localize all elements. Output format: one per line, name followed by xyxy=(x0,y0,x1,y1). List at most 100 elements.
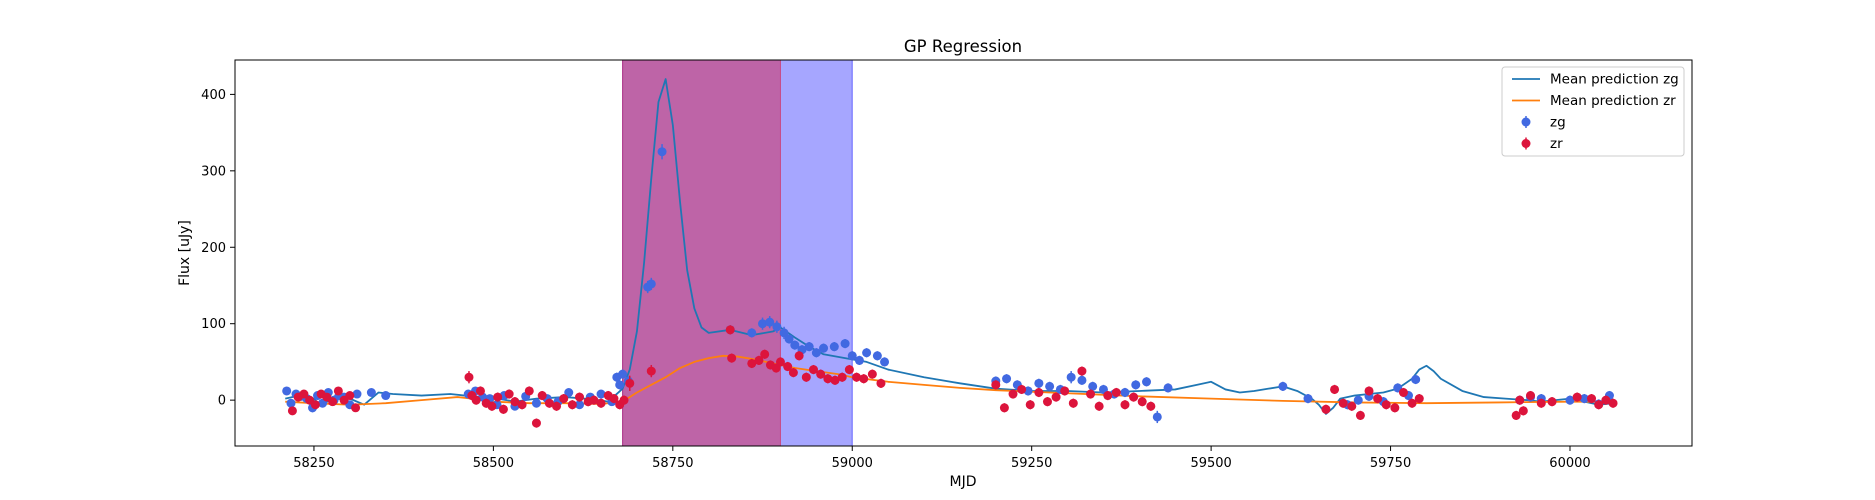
data-point-zr xyxy=(552,401,562,411)
legend-entry-zr: zr xyxy=(1521,136,1563,152)
data-point-zr xyxy=(1094,401,1104,411)
legend-entry-zg: zg xyxy=(1521,115,1566,131)
data-point-zg xyxy=(615,380,625,390)
shaded-regions xyxy=(622,60,853,446)
x-axis-label: MJD xyxy=(950,474,977,490)
data-point-zr xyxy=(1017,384,1027,395)
x-tick-label: 58750 xyxy=(652,456,693,471)
data-point-zr xyxy=(1103,390,1113,401)
data-point-zg xyxy=(646,277,656,291)
data-point-zr xyxy=(1390,403,1400,413)
data-point-zg xyxy=(564,387,574,397)
data-point-zr xyxy=(1608,398,1618,408)
data-point-zr xyxy=(823,374,833,384)
data-point-zr xyxy=(783,361,793,372)
data-point-zg xyxy=(847,351,857,361)
data-point-zr xyxy=(754,355,764,365)
legend-entry-Mean prediction zg: Mean prediction zg xyxy=(1512,72,1679,88)
y-axis-label: Flux [uJy] xyxy=(177,220,193,286)
data-point-zr xyxy=(1008,389,1018,399)
data-point-zr xyxy=(1077,366,1087,376)
data-point-zr xyxy=(1330,384,1340,395)
data-point-zg xyxy=(829,342,839,352)
x-tick-label: 58500 xyxy=(473,456,514,471)
x-tick-label: 59750 xyxy=(1370,456,1411,471)
data-point-zr xyxy=(498,404,508,414)
data-point-zg xyxy=(819,343,829,353)
data-point-zr xyxy=(1518,406,1528,416)
data-point-zg xyxy=(1565,395,1575,405)
data-point-zg xyxy=(352,389,362,399)
data-point-zr xyxy=(844,364,854,375)
data-point-zr xyxy=(517,400,527,410)
data-point-zr xyxy=(859,374,869,384)
data-point-zg xyxy=(1163,383,1173,393)
data-point-zg xyxy=(381,391,391,401)
x-axis: 58250 58500 58750 59000 59250 59500 59750 60000 xyxy=(293,446,1591,471)
data-point-zr xyxy=(725,325,735,335)
data-point-zr xyxy=(1347,401,1357,411)
data-point-zr xyxy=(1526,390,1536,401)
data-point-zr xyxy=(1111,387,1121,398)
data-point-zr xyxy=(1536,398,1546,408)
data-point-zr xyxy=(876,378,886,388)
data-point-zr xyxy=(816,369,826,379)
data-point-zg xyxy=(747,328,757,338)
y-tick-label: 400 xyxy=(201,88,226,103)
shaded-region-1 xyxy=(622,60,853,446)
data-point-zr xyxy=(1364,386,1374,396)
data-point-zr xyxy=(609,394,619,404)
data-point-zr xyxy=(1042,397,1052,407)
data-point-zg xyxy=(784,334,794,344)
data-point-zr xyxy=(333,386,343,396)
data-point-zr xyxy=(1338,398,1348,408)
x-tick-label: 59500 xyxy=(1190,456,1231,471)
data-point-zr xyxy=(1381,400,1391,410)
data-point-zr xyxy=(867,369,877,379)
plot-frame xyxy=(234,59,1693,447)
data-point-zg xyxy=(1045,381,1055,391)
data-point-zg xyxy=(1152,410,1162,424)
data-point-zr xyxy=(1547,397,1557,407)
data-point-zg xyxy=(862,348,872,358)
data-point-zr xyxy=(747,358,757,369)
data-point-zg xyxy=(1120,387,1130,398)
data-point-zr xyxy=(1137,397,1147,407)
data-point-zg xyxy=(765,316,775,329)
data-point-zr xyxy=(471,395,481,405)
data-point-zr xyxy=(351,403,361,413)
data-point-zr xyxy=(310,400,320,410)
data-point-zr xyxy=(1398,387,1408,398)
legend: Mean prediction zg Mean prediction zr zg zr xyxy=(1501,66,1685,157)
data-point-zr xyxy=(531,418,541,428)
shaded-region-2 xyxy=(622,60,781,446)
data-point-zr xyxy=(1407,398,1417,408)
data-point-zg xyxy=(366,387,376,397)
legend-box xyxy=(1501,66,1685,157)
data-point-zr xyxy=(808,364,818,375)
data-point-zr xyxy=(1120,400,1130,410)
data-point-zr xyxy=(589,395,599,405)
data-point-zg xyxy=(1066,371,1076,384)
data-point-zr xyxy=(524,386,534,396)
data-point-zr xyxy=(852,372,862,382)
data-point-zr xyxy=(475,386,485,396)
data-point-zr xyxy=(760,349,770,359)
data-point-zr xyxy=(1373,394,1383,404)
data-point-zr xyxy=(801,372,811,382)
data-point-zg xyxy=(790,340,800,350)
data-point-zg xyxy=(1002,374,1012,384)
data-point-zr xyxy=(1355,410,1365,421)
data-point-zr xyxy=(837,372,847,382)
data-point-zr xyxy=(567,400,577,410)
data-point-zg xyxy=(1278,381,1288,391)
data-point-zr xyxy=(1068,398,1078,408)
legend-label: Mean prediction zr xyxy=(1550,93,1676,109)
data-point-zg xyxy=(1034,378,1044,388)
data-point-zr xyxy=(504,389,514,399)
data-point-zg xyxy=(1131,380,1141,390)
x-tick-label: 59250 xyxy=(1011,456,1052,471)
data-point-zr xyxy=(1515,395,1525,405)
data-point-zr xyxy=(537,390,547,401)
y-tick-label: 300 xyxy=(201,164,226,179)
